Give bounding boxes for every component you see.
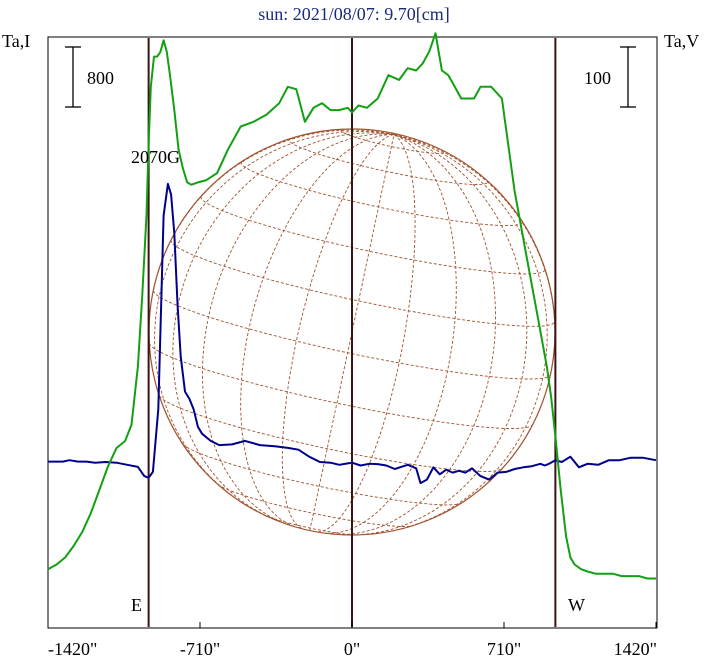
meridian-line — [154, 130, 395, 499]
x-tick-label: 1420" — [614, 639, 657, 659]
parallel-line — [152, 290, 551, 380]
meridian-line — [240, 134, 395, 528]
parallel-line — [340, 129, 445, 154]
right-axis-label: Ta,V — [664, 31, 699, 51]
meridian-line — [325, 134, 457, 534]
parallel-line — [288, 137, 489, 185]
x-axis: -1420" -710" 0" 710" 1420" — [47, 622, 657, 659]
right-scale-value: 100 — [584, 68, 611, 88]
east-label: E — [131, 595, 142, 615]
field-strength-annotation: 2070G — [131, 147, 180, 167]
limb-lines — [147, 38, 557, 627]
x-tick-label: -1420" — [48, 639, 97, 659]
parallel-line — [148, 342, 533, 429]
meridian-line — [331, 134, 496, 535]
polarization-series-line — [47, 32, 656, 580]
x-tick-label: -710" — [180, 639, 220, 659]
x-tick-label: 0" — [344, 639, 360, 659]
meridian-line — [172, 132, 395, 521]
meridian-line — [391, 134, 548, 532]
chart-title: sun: 2021/08/07: 9.70[cm] — [258, 4, 450, 24]
left-scale-value: 800 — [87, 68, 114, 88]
x-tick-label: 710" — [487, 639, 521, 659]
parallel-line — [170, 239, 555, 327]
parallel-line — [182, 443, 462, 506]
west-label: W — [568, 595, 585, 615]
left-scale-bar — [65, 46, 81, 108]
right-scale-bar — [620, 46, 636, 108]
parallel-line — [240, 161, 523, 227]
series-layer — [47, 32, 657, 580]
parallel-line — [200, 196, 546, 275]
intensity-series-line — [48, 182, 657, 485]
meridian-line — [317, 134, 416, 533]
meridian-line — [281, 134, 395, 529]
meridian-line — [202, 133, 395, 526]
left-axis-label: Ta,I — [2, 31, 30, 51]
meridian-line — [346, 134, 528, 536]
parallel-line — [159, 395, 503, 472]
meridian-line — [309, 134, 395, 531]
parallel-line — [264, 514, 358, 536]
